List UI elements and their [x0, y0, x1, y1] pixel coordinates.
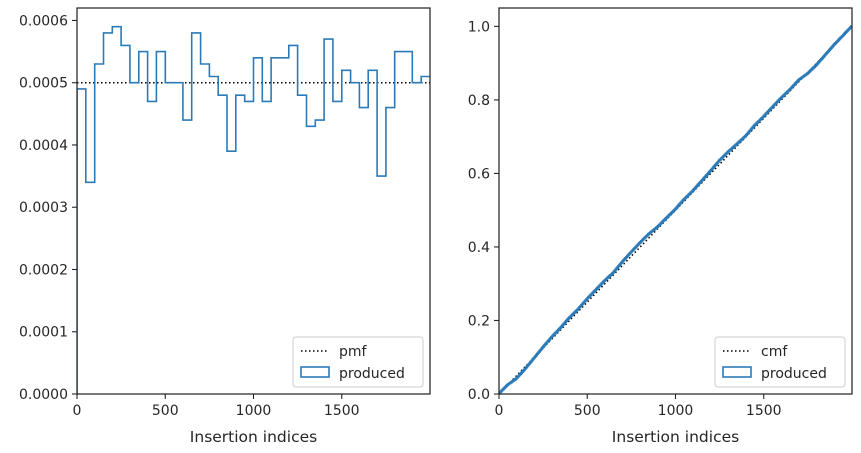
y-tick-label: 0.0002 [19, 262, 68, 278]
y-tick-label: 0.0 [468, 387, 490, 403]
y-tick-label: 0.4 [468, 240, 490, 256]
legend-produced-swatch [300, 366, 330, 378]
legend: cmf produced [714, 336, 846, 388]
series-produced-line [77, 25, 430, 394]
legend-box [292, 336, 424, 388]
pmf-panel: 0 500 1000 1500 0.0000 0.0001 0.0002 0.0003 0.00… [19, 7, 431, 446]
x-tick-label: 1500 [746, 403, 782, 419]
legend-box [714, 336, 846, 388]
x-tick-label: 1000 [236, 403, 272, 419]
y-tick-label: 0.6 [468, 166, 490, 182]
y-tick-label: 0.0003 [19, 200, 68, 216]
y-tick-label: 0.0000 [19, 387, 68, 403]
legend-produced-swatch [722, 366, 752, 378]
y-tick-label: 0.0005 [19, 76, 68, 92]
axes-frame [76, 7, 431, 395]
legend-reference-label: cmf [761, 344, 788, 360]
legend-produced-label: produced [761, 366, 827, 382]
legend-reference-label: pmf [339, 344, 368, 360]
legend-produced-label: produced [339, 366, 405, 382]
x-axis-label: Insertion indices [612, 428, 739, 446]
y-tick-label: 1.0 [468, 19, 490, 35]
x-axis-label: Insertion indices [190, 428, 317, 446]
x-tick-label: 500 [152, 403, 179, 419]
y-tick-label: 0.0004 [19, 138, 68, 154]
y-tick-label: 0.8 [468, 93, 490, 109]
y-tick-label: 0.0006 [19, 13, 68, 29]
y-tick-label: 0.2 [468, 313, 490, 329]
series-produced-line [499, 25, 852, 394]
y-tick-label: 0.0001 [19, 325, 68, 341]
x-tick-label: 1000 [658, 403, 694, 419]
x-tick-label: 1500 [324, 403, 360, 419]
legend: pmf produced [292, 336, 424, 388]
axes-frame [498, 7, 853, 395]
x-tick-label: 500 [574, 403, 601, 419]
cmf-panel: 0 500 1000 1500 0.0 0.2 0.4 0.6 0.8 1.0 Insertion … [468, 7, 853, 446]
x-tick-label: 0 [495, 403, 504, 419]
x-tick-label: 0 [73, 403, 82, 419]
